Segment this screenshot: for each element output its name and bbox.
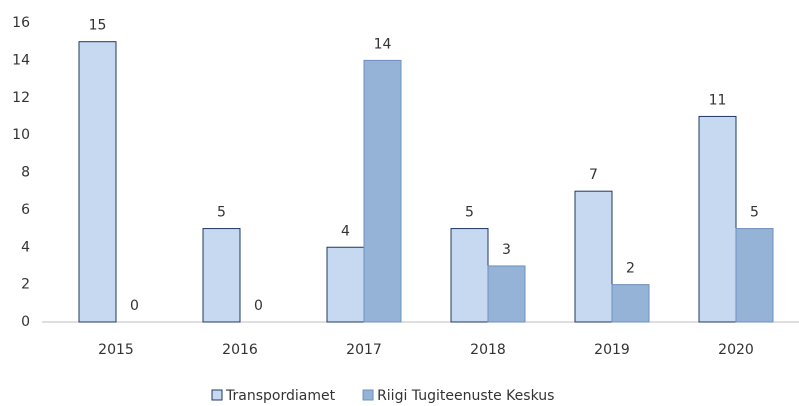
y-tick-label: 0 bbox=[21, 314, 30, 330]
data-label: 15 bbox=[89, 18, 107, 34]
x-tick-label: 2015 bbox=[98, 342, 134, 358]
bar bbox=[363, 59, 402, 323]
legend-label: Transpordiamet bbox=[225, 388, 336, 404]
data-label: 3 bbox=[502, 242, 511, 258]
data-label: 14 bbox=[374, 36, 392, 52]
y-tick-label: 14 bbox=[12, 52, 30, 68]
bar bbox=[611, 284, 650, 323]
data-label: 0 bbox=[254, 298, 263, 314]
data-label: 5 bbox=[465, 205, 474, 221]
bar bbox=[735, 228, 774, 323]
y-tick-label: 6 bbox=[21, 202, 30, 218]
bar bbox=[574, 190, 613, 323]
y-tick-label: 12 bbox=[12, 90, 30, 106]
y-tick-label: 10 bbox=[12, 127, 30, 143]
bar bbox=[78, 41, 117, 323]
data-label: 4 bbox=[341, 223, 350, 239]
data-label: 11 bbox=[709, 92, 727, 108]
x-tick-label: 2017 bbox=[346, 342, 382, 358]
bar bbox=[326, 246, 365, 323]
data-label: 7 bbox=[589, 167, 598, 183]
x-tick-label: 2019 bbox=[594, 342, 630, 358]
data-label: 2 bbox=[626, 261, 635, 277]
x-tick-label: 2020 bbox=[718, 342, 754, 358]
bar bbox=[202, 228, 241, 323]
y-tick-label: 4 bbox=[21, 239, 30, 255]
bar bbox=[487, 265, 526, 323]
data-label: 0 bbox=[130, 298, 139, 314]
data-label: 5 bbox=[750, 205, 759, 221]
legend-swatch bbox=[211, 389, 223, 401]
x-tick-label: 2016 bbox=[222, 342, 258, 358]
bar bbox=[450, 228, 489, 323]
data-label: 5 bbox=[217, 205, 226, 221]
legend-label: Riigi Tugiteenuste Keskus bbox=[377, 388, 554, 404]
bar bbox=[698, 115, 737, 323]
x-tick-label: 2018 bbox=[470, 342, 506, 358]
legend-swatch bbox=[362, 389, 374, 401]
y-tick-label: 8 bbox=[21, 165, 30, 181]
y-tick-label: 2 bbox=[21, 277, 30, 293]
y-tick-label: 16 bbox=[12, 15, 30, 31]
